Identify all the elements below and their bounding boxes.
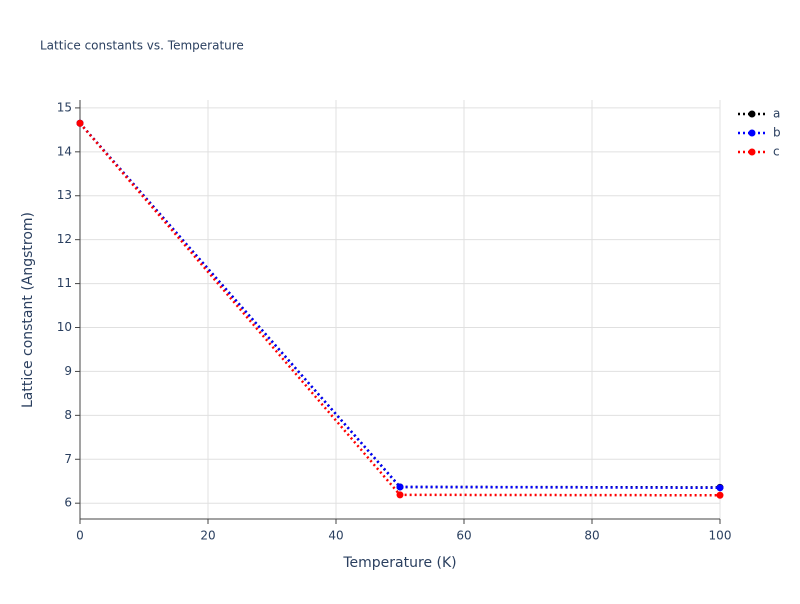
- y-tick-label: 15: [57, 100, 72, 114]
- y-tick-label: 7: [64, 452, 72, 466]
- x-tick-label: 100: [709, 529, 732, 543]
- y-tick-label: 11: [57, 276, 72, 290]
- y-tick-label: 6: [64, 496, 72, 510]
- point: [396, 491, 404, 499]
- x-tick-label: 20: [200, 529, 215, 543]
- point: [716, 491, 724, 499]
- point: [76, 119, 84, 127]
- x-tick-label: 60: [456, 529, 471, 543]
- x-tick-label: 80: [584, 529, 599, 543]
- x-tick-label: 0: [76, 529, 84, 543]
- legend-marker: [748, 110, 756, 118]
- legend-marker: [748, 148, 756, 156]
- y-axis-title: Lattice constant (Angstrom): [20, 212, 36, 408]
- y-tick-label: 14: [57, 144, 72, 158]
- point: [716, 484, 724, 492]
- legend-label: b: [773, 126, 781, 140]
- legend-marker: [748, 129, 756, 137]
- point: [396, 483, 404, 491]
- y-tick-label: 8: [64, 408, 72, 422]
- legend-label: c: [773, 145, 780, 159]
- series-line: [79, 122, 721, 497]
- chart-title: Lattice constants vs. Temperature: [40, 39, 244, 53]
- x-axis-title: Temperature (K): [342, 555, 456, 571]
- legend-label: a: [773, 107, 780, 121]
- series-line: [79, 122, 721, 490]
- y-tick-label: 13: [57, 188, 72, 202]
- series-line: [79, 122, 721, 489]
- y-tick-label: 9: [64, 364, 72, 378]
- y-tick-label: 10: [57, 320, 72, 334]
- x-tick-label: 40: [328, 529, 343, 543]
- y-tick-label: 12: [57, 232, 72, 246]
